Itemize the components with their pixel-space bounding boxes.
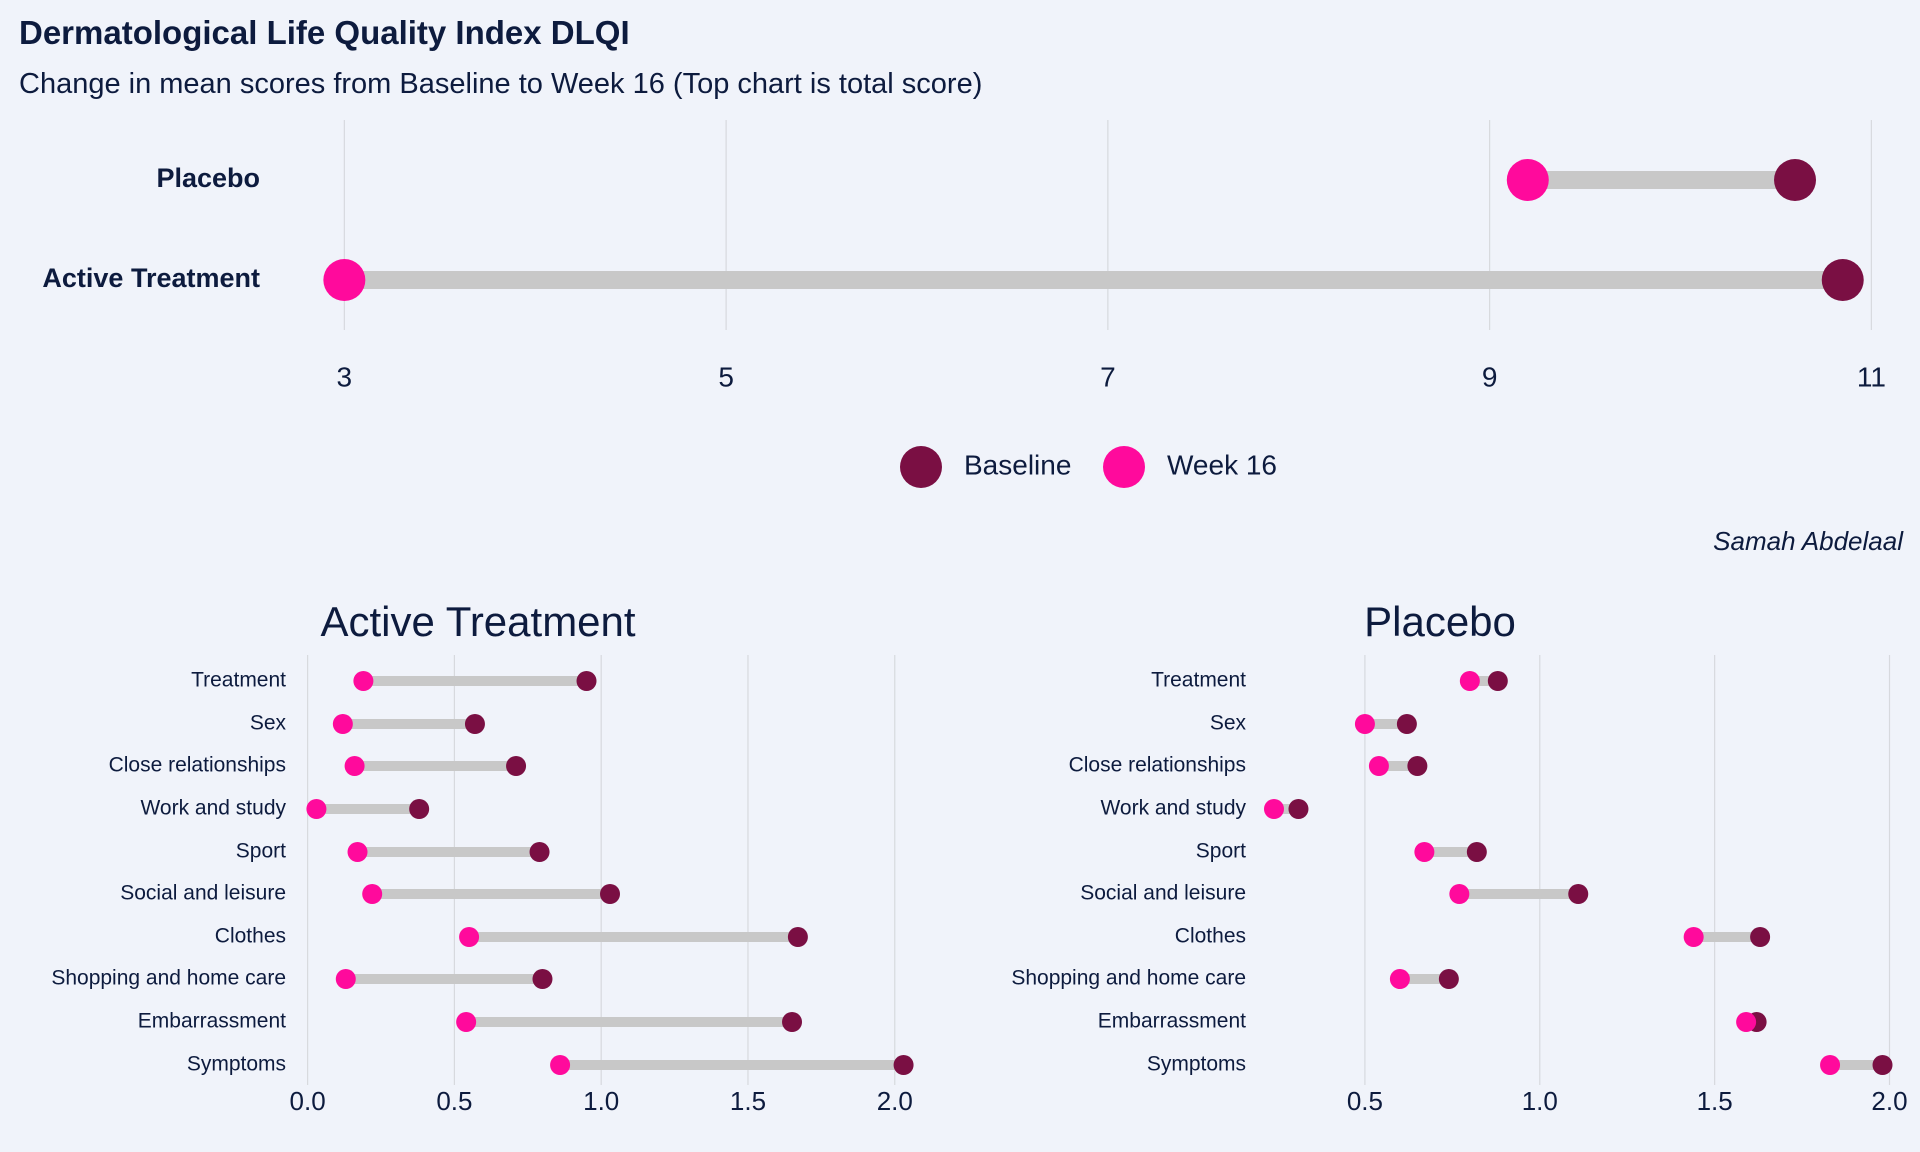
baseline-point: [1568, 884, 1589, 904]
category-label: Sport: [236, 840, 286, 863]
author-caption: Samah Abdelaal: [1713, 526, 1903, 556]
legend-week16-label: Week 16: [1167, 449, 1277, 480]
week16-point: [353, 671, 374, 691]
x-tick-label: 1.0: [583, 1086, 619, 1116]
x-tick-label: 2.0: [1871, 1086, 1907, 1116]
x-tick-label: 3: [337, 361, 353, 392]
week16-point: [323, 259, 366, 301]
figure-subtitle: Change in mean scores from Baseline to W…: [19, 68, 983, 100]
baseline-point: [787, 927, 808, 947]
x-tick-label: 0.5: [436, 1086, 472, 1116]
category-label: Treatment: [191, 669, 286, 692]
week16-point: [550, 1055, 571, 1075]
baseline-point: [506, 756, 527, 776]
x-tick-label: 9: [1482, 361, 1498, 392]
baseline-point: [1396, 714, 1417, 734]
week16-point: [459, 927, 480, 947]
legend-week16-marker: [1103, 446, 1145, 488]
category-label: Shopping and home care: [1011, 967, 1246, 990]
x-tick-label: 11: [1857, 361, 1886, 392]
week16-point: [1820, 1055, 1841, 1075]
baseline-point: [1487, 671, 1508, 691]
legend-baseline-label: Baseline: [964, 449, 1071, 480]
baseline-point: [1750, 927, 1771, 947]
x-tick-label: 1.0: [1522, 1086, 1558, 1116]
week16-point: [362, 884, 383, 904]
x-tick-label: 0.5: [1347, 1086, 1383, 1116]
week16-point: [1683, 927, 1704, 947]
category-label: Embarrassment: [1098, 1010, 1246, 1033]
baseline-point: [532, 969, 553, 989]
x-tick-label: 7: [1100, 361, 1116, 392]
category-label: Active Treatment: [42, 263, 260, 293]
baseline-point: [1466, 842, 1487, 862]
category-label: Clothes: [215, 925, 286, 948]
category-label: Embarrassment: [138, 1010, 286, 1033]
legend-baseline-marker: [900, 446, 942, 488]
category-label: Symptoms: [187, 1053, 286, 1076]
panel-title: Active Treatment: [320, 598, 635, 645]
week16-point: [344, 756, 365, 776]
week16-point: [1506, 159, 1549, 201]
week16-point: [456, 1012, 477, 1032]
x-tick-label: 5: [718, 361, 734, 392]
baseline-point: [782, 1012, 803, 1032]
category-label: Shopping and home care: [51, 967, 286, 990]
week16-point: [1354, 714, 1375, 734]
baseline-point: [1872, 1055, 1893, 1075]
baseline-point: [1288, 799, 1309, 819]
week16-point: [1368, 756, 1389, 776]
category-label: Sport: [1196, 840, 1246, 863]
category-label: Sex: [1210, 712, 1247, 735]
category-label: Treatment: [1151, 669, 1246, 692]
week16-point: [1389, 969, 1410, 989]
baseline-point: [600, 884, 620, 904]
category-label: Symptoms: [1147, 1053, 1246, 1076]
category-label: Work and study: [1100, 797, 1246, 820]
week16-point: [1263, 799, 1284, 819]
week16-point: [1449, 884, 1470, 904]
week16-point: [335, 969, 356, 989]
category-label: Sex: [250, 712, 287, 735]
category-label: Clothes: [1175, 925, 1246, 948]
baseline-point: [1407, 756, 1428, 776]
category-label: Close relationships: [1069, 754, 1246, 777]
x-tick-label: 1.5: [730, 1086, 766, 1116]
x-tick-label: 1.5: [1697, 1086, 1733, 1116]
baseline-point: [1821, 259, 1864, 301]
baseline-point: [529, 842, 550, 862]
panel-title: Placebo: [1364, 598, 1516, 645]
week16-point: [332, 714, 353, 734]
baseline-point: [576, 671, 597, 691]
baseline-point: [409, 799, 430, 819]
category-label: Work and study: [140, 797, 286, 820]
baseline-point: [1774, 159, 1817, 201]
category-label: Placebo: [156, 163, 260, 193]
week16-point: [1459, 671, 1480, 691]
baseline-point: [464, 714, 485, 734]
category-label: Close relationships: [109, 754, 286, 777]
week16-point: [1736, 1012, 1757, 1032]
figure-title: Dermatological Life Quality Index DLQI: [19, 14, 630, 51]
week16-point: [347, 842, 368, 862]
baseline-point: [1438, 969, 1459, 989]
baseline-point: [893, 1055, 914, 1075]
x-tick-label: 0.0: [290, 1086, 326, 1116]
week16-point: [306, 799, 327, 819]
week16-point: [1414, 842, 1435, 862]
category-label: Social and leisure: [1080, 882, 1246, 905]
category-label: Social and leisure: [120, 882, 286, 905]
x-tick-label: 2.0: [877, 1086, 913, 1116]
